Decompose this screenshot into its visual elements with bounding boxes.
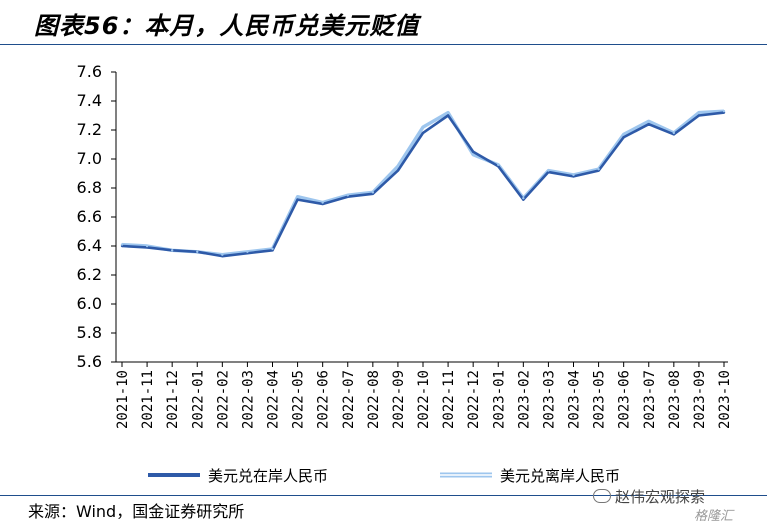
data-point bbox=[647, 123, 650, 126]
x-tick-label: 2022-05 bbox=[291, 370, 307, 429]
x-tick-label: 2023-08 bbox=[667, 370, 683, 429]
x-tick-label: 2023-09 bbox=[692, 370, 708, 429]
data-point bbox=[145, 244, 149, 248]
data-point bbox=[221, 253, 224, 256]
x-tick-label: 2022-01 bbox=[190, 370, 206, 429]
data-point bbox=[471, 153, 475, 156]
x-tick-label: 2022-03 bbox=[240, 370, 256, 429]
data-point bbox=[597, 167, 600, 171]
data-point bbox=[296, 195, 299, 198]
data-point bbox=[346, 194, 349, 197]
x-tick-label: 2021-12 bbox=[165, 370, 181, 429]
x-tick-label: 2023-04 bbox=[567, 370, 583, 429]
data-point bbox=[120, 243, 124, 246]
y-tick-label: 6.4 bbox=[77, 236, 102, 255]
data-point bbox=[697, 111, 701, 114]
data-point bbox=[522, 196, 525, 200]
data-point bbox=[697, 114, 701, 117]
line-chart: 7.6 7.4 7.2 7.0 6.8 6.6 6.4 6.2 6.0 5.8 5.6 2021-10… bbox=[77, 62, 733, 485]
legend-label: 美元兑在岸人民币 bbox=[208, 467, 328, 485]
data-point bbox=[497, 163, 500, 166]
data-point bbox=[396, 169, 400, 172]
data-point bbox=[196, 250, 199, 253]
x-tick-label: 2021-11 bbox=[140, 370, 156, 429]
x-tick-label: 2022-10 bbox=[416, 370, 432, 429]
y-tick-label: 7.4 bbox=[77, 91, 102, 110]
y-tick-label: 7.6 bbox=[77, 62, 102, 81]
y-tick-label: 6.0 bbox=[77, 294, 102, 313]
y-tick-label: 7.0 bbox=[77, 149, 102, 168]
data-point bbox=[271, 247, 274, 251]
legend-label: 美元兑离岸人民币 bbox=[500, 467, 620, 485]
data-point bbox=[572, 173, 575, 177]
x-tick-label: 2023-01 bbox=[491, 370, 507, 429]
data-point bbox=[547, 169, 550, 172]
y-tick-label: 6.2 bbox=[77, 265, 102, 284]
data-point bbox=[446, 114, 450, 117]
x-tick-label: 2022-11 bbox=[441, 370, 457, 429]
data-point bbox=[622, 133, 625, 136]
source-note: 来源：Wind，国金证券研究所 bbox=[28, 502, 245, 521]
data-point bbox=[647, 120, 650, 123]
title-divider bbox=[0, 44, 767, 45]
data-point bbox=[170, 249, 174, 252]
data-point bbox=[471, 150, 475, 153]
y-tick-label: 6.8 bbox=[77, 178, 102, 197]
x-tick-label: 2023-07 bbox=[642, 370, 658, 429]
footer-divider bbox=[0, 495, 767, 496]
chart-title: 图表56：本月，人民币兑美元贬值 bbox=[34, 12, 420, 40]
wechat-icon bbox=[593, 489, 611, 503]
data-point bbox=[622, 136, 625, 139]
x-tick-label: 2023-10 bbox=[717, 370, 733, 429]
x-tick-label: 2023-06 bbox=[617, 370, 633, 429]
x-tick-label: 2022-09 bbox=[391, 370, 407, 429]
x-tick-label: 2022-04 bbox=[266, 370, 282, 429]
series-line bbox=[121, 111, 725, 258]
x-tick-label: 2022-06 bbox=[316, 370, 332, 429]
x-tick-label: 2023-03 bbox=[541, 370, 557, 429]
y-tick-label: 7.2 bbox=[77, 120, 102, 139]
watermark: 赵伟宏观探索 bbox=[593, 486, 705, 507]
data-point bbox=[446, 111, 450, 114]
x-tick-label: 2022-12 bbox=[466, 370, 482, 429]
x-tick-label: 2022-08 bbox=[366, 370, 382, 429]
data-point bbox=[246, 250, 249, 253]
x-tick-label: 2021-10 bbox=[115, 370, 131, 429]
watermark-text: 赵伟宏观探索 bbox=[615, 488, 706, 506]
y-tick-label: 5.6 bbox=[77, 352, 102, 371]
x-tick-label: 2023-02 bbox=[516, 370, 532, 429]
data-point bbox=[296, 198, 299, 201]
data-point bbox=[722, 109, 726, 113]
data-point bbox=[672, 131, 676, 135]
data-point bbox=[421, 131, 425, 135]
data-point bbox=[371, 191, 375, 194]
data-point bbox=[421, 125, 425, 129]
x-tick-label: 2022-07 bbox=[341, 370, 357, 429]
data-point bbox=[321, 201, 324, 204]
watermark-secondary: 格隆汇 bbox=[694, 509, 734, 524]
y-tick-label: 6.6 bbox=[77, 207, 102, 226]
data-point bbox=[396, 165, 400, 168]
x-tick-label: 2023-05 bbox=[592, 370, 608, 429]
x-tick-label: 2022-02 bbox=[215, 370, 231, 429]
y-tick-label: 5.8 bbox=[77, 323, 102, 342]
